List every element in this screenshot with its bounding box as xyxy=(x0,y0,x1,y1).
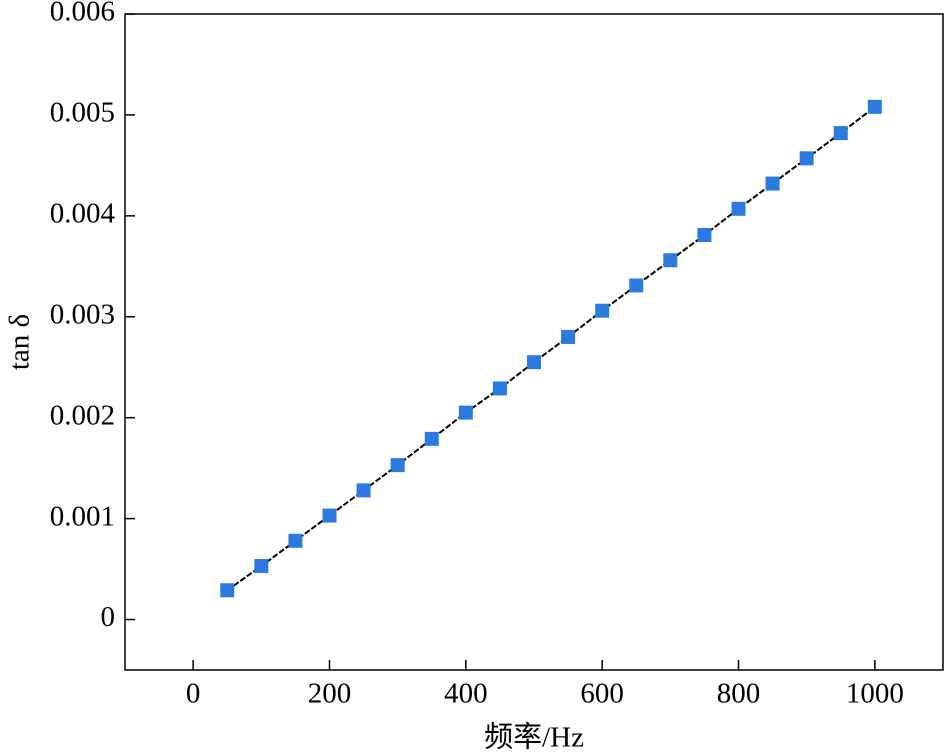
data-point xyxy=(322,508,337,523)
x-tick-label: 1000 xyxy=(846,678,904,710)
data-point xyxy=(527,355,541,370)
data-point xyxy=(867,99,882,114)
data-point xyxy=(492,381,507,396)
data-point xyxy=(458,405,473,420)
data-point xyxy=(390,458,405,473)
data-point xyxy=(561,329,576,344)
x-tick-label: 200 xyxy=(308,678,352,710)
x-tick-label: 800 xyxy=(717,678,761,710)
y-axis-label: tan δ xyxy=(4,314,36,370)
y-tick-label: 0.001 xyxy=(50,500,115,532)
y-tick-label: 0.002 xyxy=(50,399,115,431)
data-point xyxy=(254,559,269,574)
x-tick-label: 600 xyxy=(580,678,624,710)
data-point xyxy=(765,176,780,191)
data-point xyxy=(731,201,746,216)
x-tick-label: 0 xyxy=(186,678,201,710)
y-tick-label: 0.005 xyxy=(50,97,115,129)
plot-frame xyxy=(124,13,944,671)
data-point xyxy=(424,431,439,446)
data-point xyxy=(663,253,678,268)
y-tick-label: 0.004 xyxy=(50,198,116,230)
x-axis-label: 频率/Hz xyxy=(484,721,584,754)
data-point xyxy=(356,483,371,498)
y-tick-label: 0.006 xyxy=(50,0,115,28)
data-point xyxy=(833,126,848,141)
data-point xyxy=(595,303,610,318)
y-tick-label: 0.003 xyxy=(50,298,115,330)
data-point xyxy=(220,583,235,598)
y-tick-label: 0 xyxy=(101,601,116,633)
x-tick-label: 400 xyxy=(444,678,488,710)
data-point xyxy=(629,278,644,293)
data-point xyxy=(799,151,814,166)
data-point xyxy=(697,228,712,243)
data-point xyxy=(288,533,303,548)
